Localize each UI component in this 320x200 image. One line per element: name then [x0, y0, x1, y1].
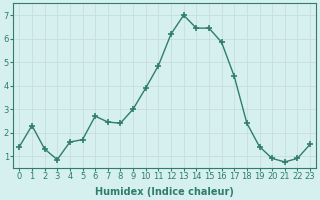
X-axis label: Humidex (Indice chaleur): Humidex (Indice chaleur) [95, 187, 234, 197]
